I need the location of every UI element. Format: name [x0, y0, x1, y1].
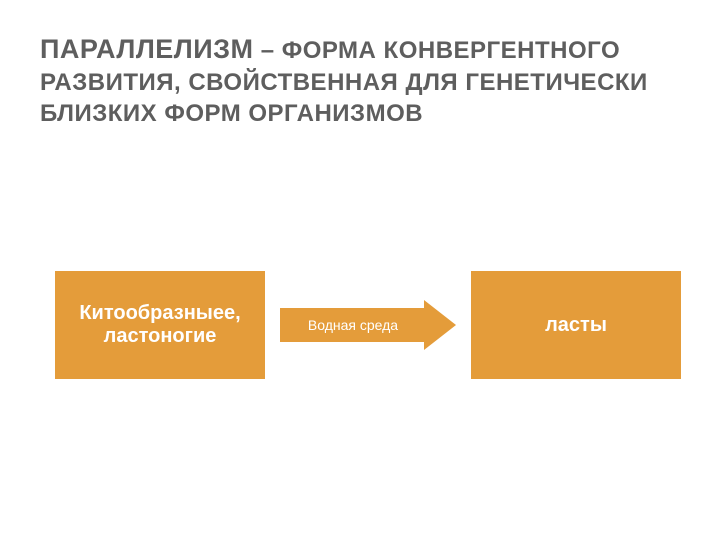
- flow-arrow: Водная среда: [280, 300, 456, 350]
- source-box-label: Китообразныее, ластоногие: [63, 302, 257, 348]
- arrow-head-icon: [424, 300, 456, 350]
- arrow-shaft: Водная среда: [280, 308, 426, 342]
- title-keyword: ПАРАЛЛЕЛИЗМ: [40, 34, 254, 64]
- result-box-label: ласты: [545, 314, 607, 337]
- source-box: Китообразныее, ластоногие: [52, 268, 268, 382]
- result-box: ласты: [468, 268, 684, 382]
- slide-title: ПАРАЛЛЕЛИЗМ – ФОРМА КОНВЕРГЕНТНОГО РАЗВИ…: [0, 0, 720, 129]
- flow-diagram: Китообразныее, ластоногие Водная среда л…: [0, 268, 720, 408]
- title-text: ПАРАЛЛЕЛИЗМ – ФОРМА КОНВЕРГЕНТНОГО РАЗВИ…: [40, 32, 680, 129]
- arrow-label: Водная среда: [308, 317, 398, 333]
